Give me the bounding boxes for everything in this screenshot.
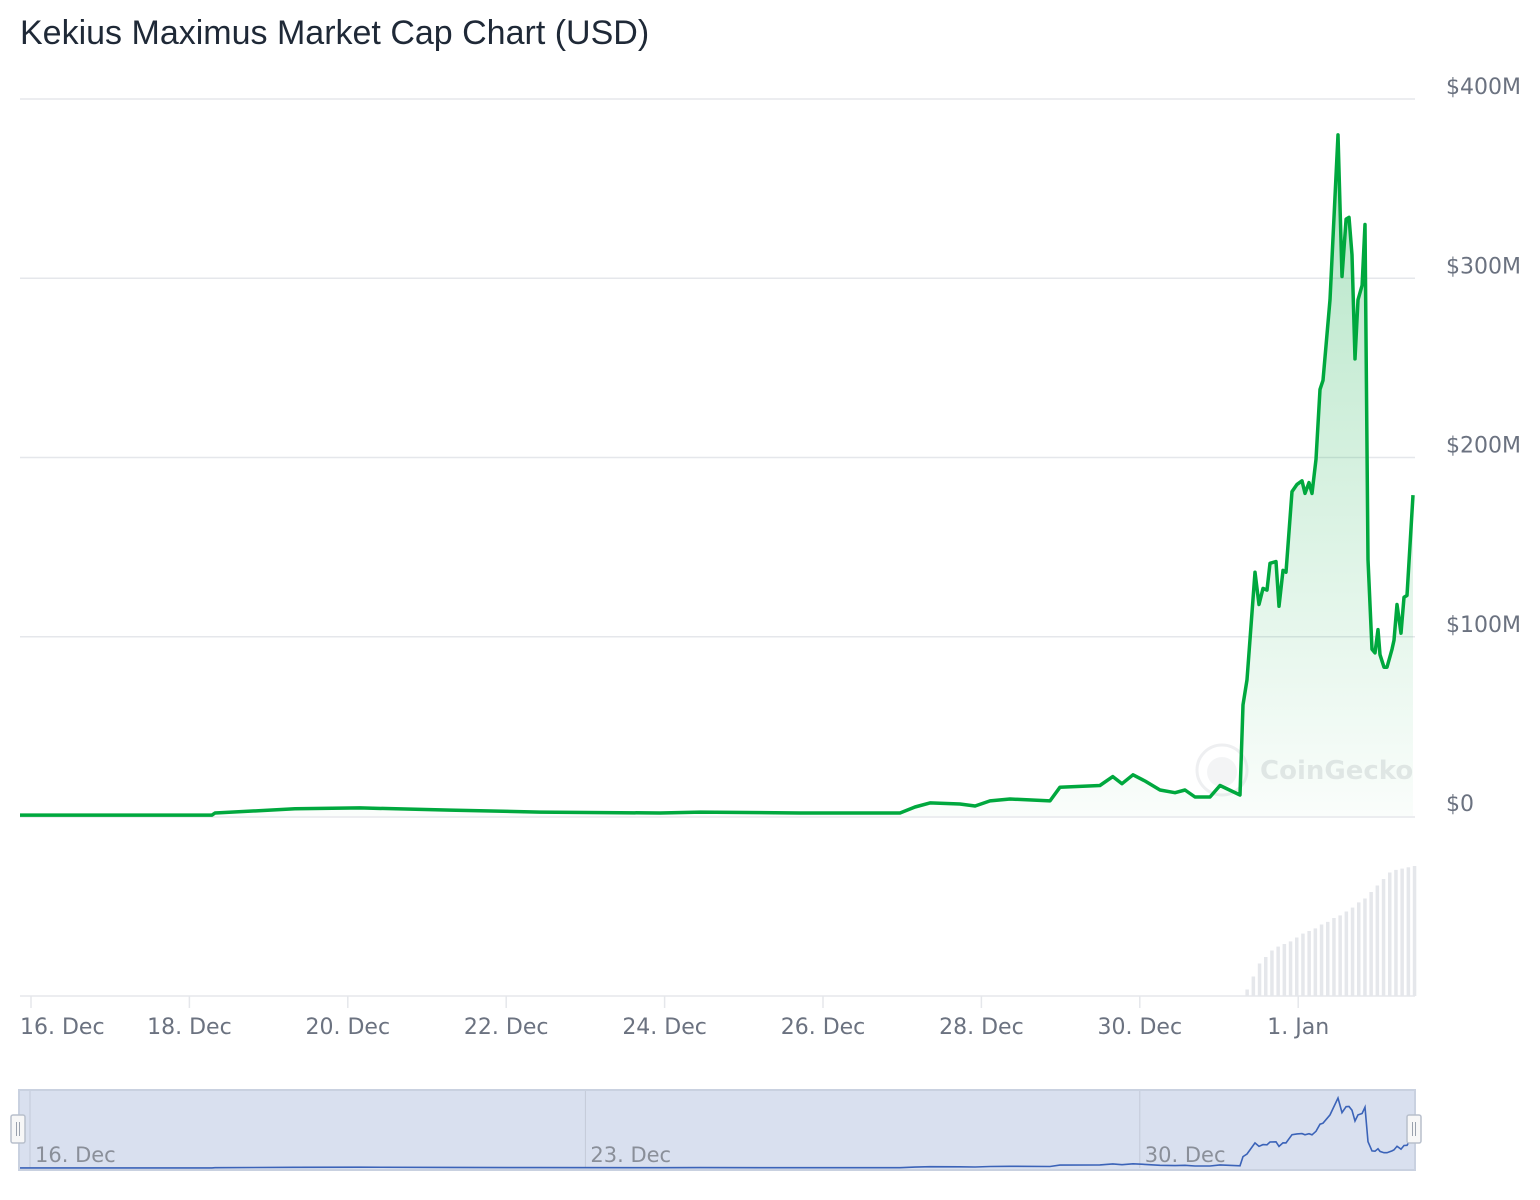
volume-bar [1257,963,1262,996]
y-tick-label: $300M [1446,254,1521,279]
volume-bar [1264,957,1268,996]
volume-bar [1350,907,1355,996]
x-tick-label: 30. Dec [1098,1015,1183,1040]
volume-bar [1388,872,1392,996]
market-cap-line [20,133,1415,817]
x-tick-label: 1. Jan [1267,1015,1329,1040]
volume-bar [1301,933,1305,996]
x-tick-label: 26. Dec [781,1015,866,1040]
volume-bar [1363,898,1367,996]
volume-bar [1412,866,1417,996]
handle-body [10,1114,26,1144]
x-tick-label: 18. Dec [147,1015,232,1040]
volume-bar [1251,976,1256,996]
x-tick-label: 16. Dec [20,1015,105,1040]
volume-bar [1394,869,1398,996]
volume-bar [1319,924,1324,996]
volume-bar [1357,902,1361,996]
volume-bar [1288,941,1293,996]
volume-bar [1332,918,1336,996]
y-tick-label: $400M [1446,75,1521,100]
x-tick-label: 24. Dec [622,1015,707,1040]
y-tick-label: $100M [1446,613,1521,638]
y-tick-label: $0 [1446,792,1474,817]
volume-bar [1406,867,1411,996]
market-cap-area [20,134,1413,816]
volume-bar [1381,879,1386,996]
volume-bar [1338,915,1342,996]
volume-bar [1295,937,1299,996]
navigator-handle-left[interactable] [10,1114,26,1144]
volume-bar [1313,928,1318,996]
x-tick-label: 28. Dec [939,1015,1024,1040]
volume-bar [1270,950,1274,996]
volume-bar [1344,911,1349,996]
coingecko-logo-icon-inner [1207,757,1237,787]
x-tick-label: 22. Dec [464,1015,549,1040]
navigator-handle-right[interactable] [1406,1114,1422,1144]
navigator-tick-label: 30. Dec [1145,1143,1226,1167]
volume-bar [1245,989,1249,996]
handle-body [1406,1114,1422,1144]
volume-bar [1307,931,1311,996]
volume-bar [1375,885,1380,996]
navigator-tick-label: 16. Dec [35,1143,116,1167]
volume-bar [1400,868,1404,996]
navigator-tick-label: 23. Dec [590,1143,671,1167]
volume-bar [1276,946,1280,996]
navigator-selection [18,1089,1416,1171]
volume-bar [1282,944,1287,996]
chart-title: Kekius Maximus Market Cap Chart (USD) [20,14,650,52]
volume-bar [1369,892,1373,996]
x-tick-label: 20. Dec [306,1015,391,1040]
volume-bar [1326,921,1330,996]
navigator-line [20,1095,1414,1169]
y-tick-label: $200M [1446,434,1521,459]
